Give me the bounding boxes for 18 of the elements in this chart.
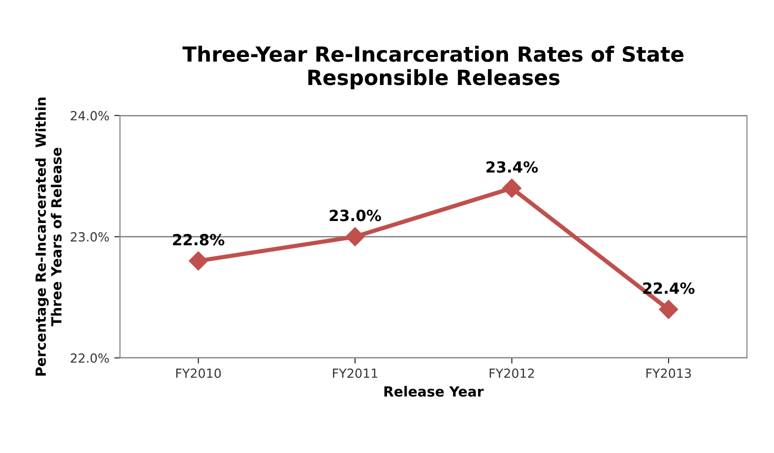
point <box>659 300 678 319</box>
data-label: 22.8% <box>173 234 224 246</box>
x-tick-label: FY2010 <box>176 368 221 378</box>
y-tick-label: 22.0% <box>70 353 109 363</box>
data-label: 23.0% <box>330 210 382 222</box>
y-axis-title: Percentage Re-Incarcerated Within Three Years of Release <box>35 98 62 376</box>
point <box>188 251 208 270</box>
x-tick-label: FY2013 <box>646 368 691 378</box>
point <box>502 178 522 198</box>
data-label: 22.4% <box>643 282 695 294</box>
y-tick-label: 24.0% <box>70 110 109 120</box>
point <box>346 227 365 246</box>
x-tick-label: FY2011 <box>332 368 378 378</box>
y-tick-label: 23.0% <box>70 232 109 242</box>
chart-title: Three-Year Re-Incarceration Rates of State Responsible Releases <box>182 46 684 90</box>
x-tick-label: FY2012 <box>490 368 534 378</box>
x-axis-title: Release Year <box>384 386 484 397</box>
data-label: 23.4% <box>486 161 538 173</box>
